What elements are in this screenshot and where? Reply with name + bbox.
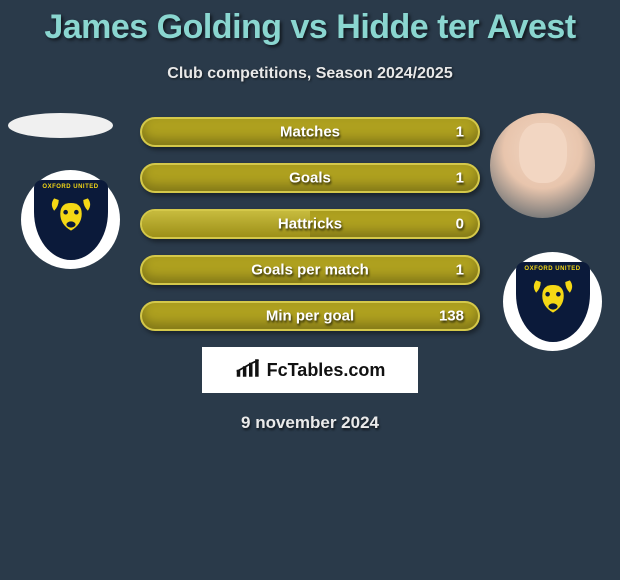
club-badge-left: OXFORD UNITED <box>23 172 118 267</box>
stat-bar: Goals per match 1 <box>140 255 480 285</box>
comparison-chart: OXFORD UNITED OXFORD UNITED <box>0 113 620 433</box>
club-name-right: OXFORD UNITED <box>524 266 580 273</box>
player-left-avatar <box>8 113 113 138</box>
ox-icon <box>48 193 94 233</box>
club-name-left: OXFORD UNITED <box>42 184 98 191</box>
stat-label: Hattricks <box>278 216 342 233</box>
chart-icon <box>235 357 263 384</box>
stat-value: 1 <box>456 124 464 141</box>
stat-label: Goals <box>289 170 331 187</box>
ox-icon <box>530 275 576 315</box>
club-badge-right: OXFORD UNITED <box>505 254 600 349</box>
stat-label: Matches <box>280 124 340 141</box>
stat-bar: Min per goal 138 <box>140 301 480 331</box>
date-label: 9 november 2024 <box>0 413 620 433</box>
stat-bar: Goals 1 <box>140 163 480 193</box>
stat-value: 1 <box>456 262 464 279</box>
brand-name: FcTables.com <box>267 360 386 381</box>
brand-box: FcTables.com <box>202 347 418 393</box>
stat-label: Min per goal <box>266 308 354 325</box>
stat-label: Goals per match <box>251 262 369 279</box>
stat-value: 1 <box>456 170 464 187</box>
stat-value: 138 <box>439 308 464 325</box>
stat-bars: Matches 1 Goals 1 Hattricks 0 Goals per match 1… <box>140 113 480 331</box>
page-title: James Golding vs Hidde ter Avest <box>0 0 620 47</box>
page-subtitle: Club competitions, Season 2024/2025 <box>0 65 620 83</box>
stat-bar: Hattricks 0 <box>140 209 480 239</box>
player-right-avatar <box>490 113 595 218</box>
stat-value: 0 <box>456 216 464 233</box>
stat-bar: Matches 1 <box>140 117 480 147</box>
